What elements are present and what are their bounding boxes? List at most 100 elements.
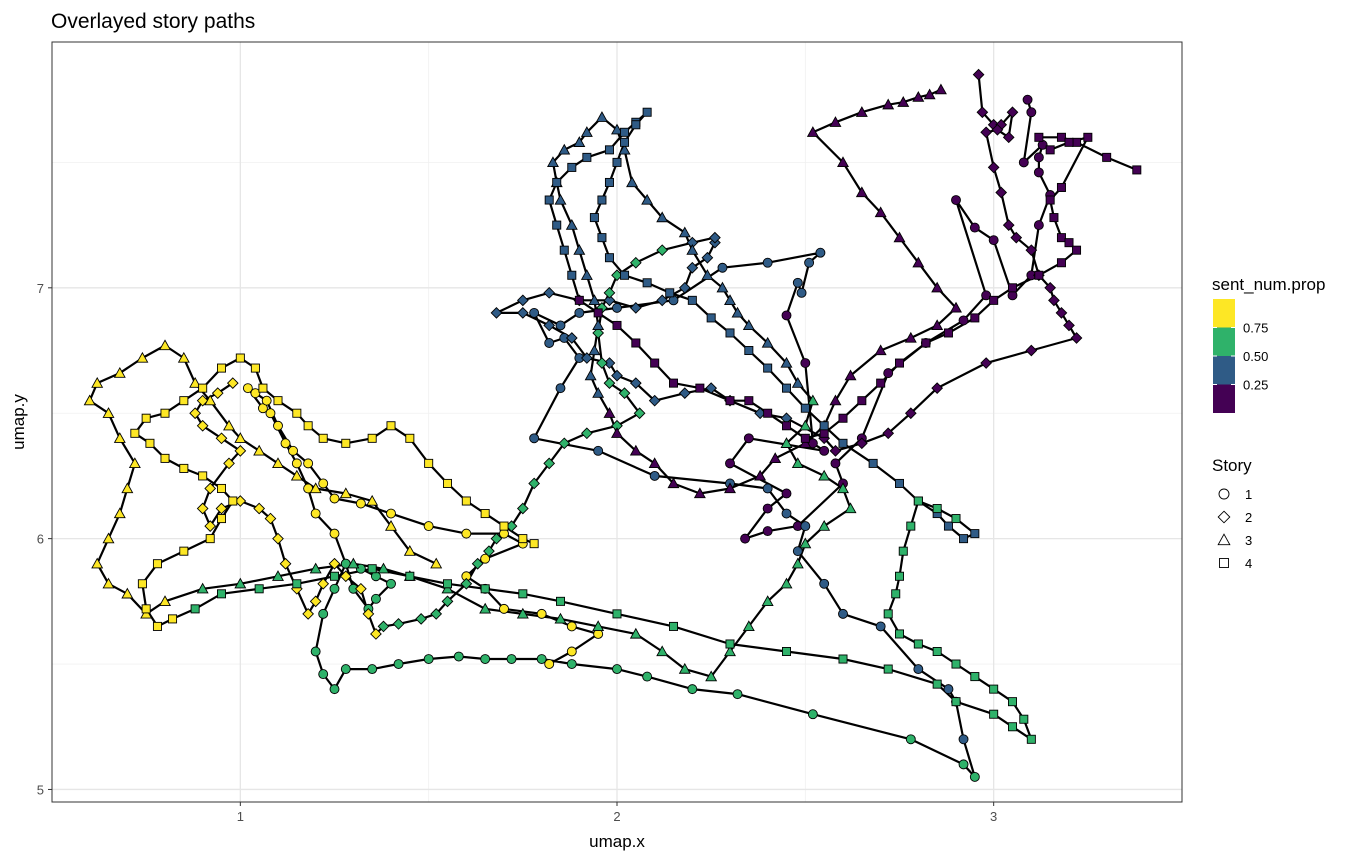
story-1-point-101 — [273, 420, 283, 431]
story-2-point-12 — [1025, 244, 1038, 257]
story-3-point-104 — [113, 366, 126, 378]
story-3-point-97 — [113, 507, 126, 519]
story-3-point-105 — [136, 351, 149, 363]
story-2-point-45 — [629, 302, 642, 314]
story-3-point-33 — [588, 344, 601, 356]
color-legend-title: sent_num.prop — [1212, 275, 1325, 294]
shape-legend-label-4: 4 — [1245, 556, 1252, 571]
story-4-point-143 — [386, 421, 396, 431]
story-3-point-94 — [102, 577, 115, 589]
story-4-point-130 — [160, 408, 170, 418]
story-2-point-97 — [223, 457, 235, 470]
story-1-point-45 — [555, 383, 566, 394]
story-2-point-100 — [196, 419, 209, 432]
story-2-point-22 — [904, 407, 917, 420]
story-1-point-60 — [958, 734, 969, 745]
story-4-point-147 — [461, 496, 471, 506]
story-4-point-21 — [895, 358, 905, 368]
story-4-point-144 — [405, 433, 415, 443]
story-2-point-88 — [279, 557, 292, 570]
story-3-point-108 — [189, 376, 202, 388]
story-2-point-85 — [309, 595, 322, 608]
story-3-point-48 — [626, 176, 639, 188]
story-4-point-128 — [130, 428, 140, 438]
story-3-point-60 — [791, 376, 804, 388]
story-1-point-105 — [329, 493, 340, 504]
story-2-point-80 — [362, 608, 375, 620]
story-1-point-107 — [386, 508, 396, 519]
story-1-point-99 — [250, 388, 261, 399]
story-2-point-15 — [1048, 294, 1060, 307]
story-4-point-90 — [1008, 697, 1018, 707]
story-3-point-112 — [253, 444, 266, 456]
story-4-point-23 — [857, 396, 867, 406]
story-2-point-98 — [234, 444, 247, 457]
story-4-point-123 — [216, 483, 226, 493]
story-2-point-14 — [1044, 281, 1057, 294]
story-1-point-12 — [951, 195, 961, 205]
story-4-point-24 — [838, 413, 848, 423]
story-1-point-14 — [958, 315, 969, 326]
story-4-point-91 — [1019, 714, 1029, 724]
story-1-point-22 — [740, 533, 751, 544]
story-2-point-82 — [339, 570, 352, 583]
story-2-point-51 — [709, 231, 721, 244]
story-4-point-38 — [567, 270, 577, 280]
story-4-point-50 — [620, 137, 630, 147]
story-4-point-60 — [687, 295, 697, 305]
shape-legend-label-3: 3 — [1245, 533, 1252, 548]
story-4-point-151 — [529, 539, 539, 549]
story-1-point-66 — [687, 684, 698, 695]
story-2-point-47 — [678, 281, 691, 294]
story-3-point-3 — [897, 96, 910, 107]
story-1-point-92 — [310, 508, 321, 519]
story-3-point-38 — [565, 218, 578, 230]
story-4-point-139 — [303, 421, 313, 431]
story-4-point-28 — [763, 408, 773, 418]
story-3-point-103 — [91, 376, 104, 388]
story-2-point-25 — [829, 444, 842, 457]
story-4-point-109 — [330, 571, 340, 581]
story-1-point-11 — [969, 222, 980, 233]
story-3-point-72 — [761, 595, 774, 606]
story-1-point-120 — [544, 659, 555, 669]
story-4-point-78 — [913, 496, 923, 506]
story-3-point-88 — [272, 570, 284, 581]
story-4-point-10 — [1049, 213, 1059, 223]
story-4-point-8 — [1056, 182, 1066, 192]
story-4-point-2 — [1072, 137, 1082, 147]
story-3-point-31 — [592, 387, 605, 398]
story-3-point-53 — [701, 269, 714, 280]
story-4-point-131 — [179, 396, 189, 406]
story-3-point-116 — [339, 487, 352, 499]
story-1-point-68 — [612, 664, 622, 675]
story-3-point-46 — [611, 123, 623, 135]
story-4-point-107 — [405, 571, 415, 581]
story-2-point-91 — [253, 502, 266, 515]
story-3-point-12 — [912, 256, 925, 268]
story-1-point-38 — [612, 302, 622, 313]
story-4-point-26 — [800, 433, 810, 443]
story-2-point-5 — [1002, 131, 1015, 144]
story-4-point-11 — [1056, 233, 1066, 243]
color-legend-swatch-2 — [1213, 356, 1235, 385]
story-4-point-68 — [838, 438, 848, 448]
story-2-point-61 — [618, 387, 631, 400]
story-4-point-132 — [198, 383, 208, 393]
story-4-point-42 — [552, 177, 562, 187]
story-4-point-3 — [1056, 132, 1066, 142]
story-4-point-22 — [876, 378, 886, 388]
story-3-point-9 — [855, 186, 868, 198]
story-4-point-89 — [989, 684, 999, 694]
story-4-point-19 — [943, 328, 953, 338]
story-4-point-84 — [895, 629, 905, 639]
story-2-point-77 — [392, 618, 405, 630]
story-1-point-53 — [792, 546, 803, 557]
story-4-point-100 — [725, 639, 735, 649]
story-1-point-115 — [499, 603, 509, 614]
story-4-point-70 — [895, 478, 905, 488]
story-2-point-65 — [558, 437, 571, 450]
story-4-point-80 — [898, 546, 908, 556]
story-4-point-32 — [669, 378, 679, 388]
